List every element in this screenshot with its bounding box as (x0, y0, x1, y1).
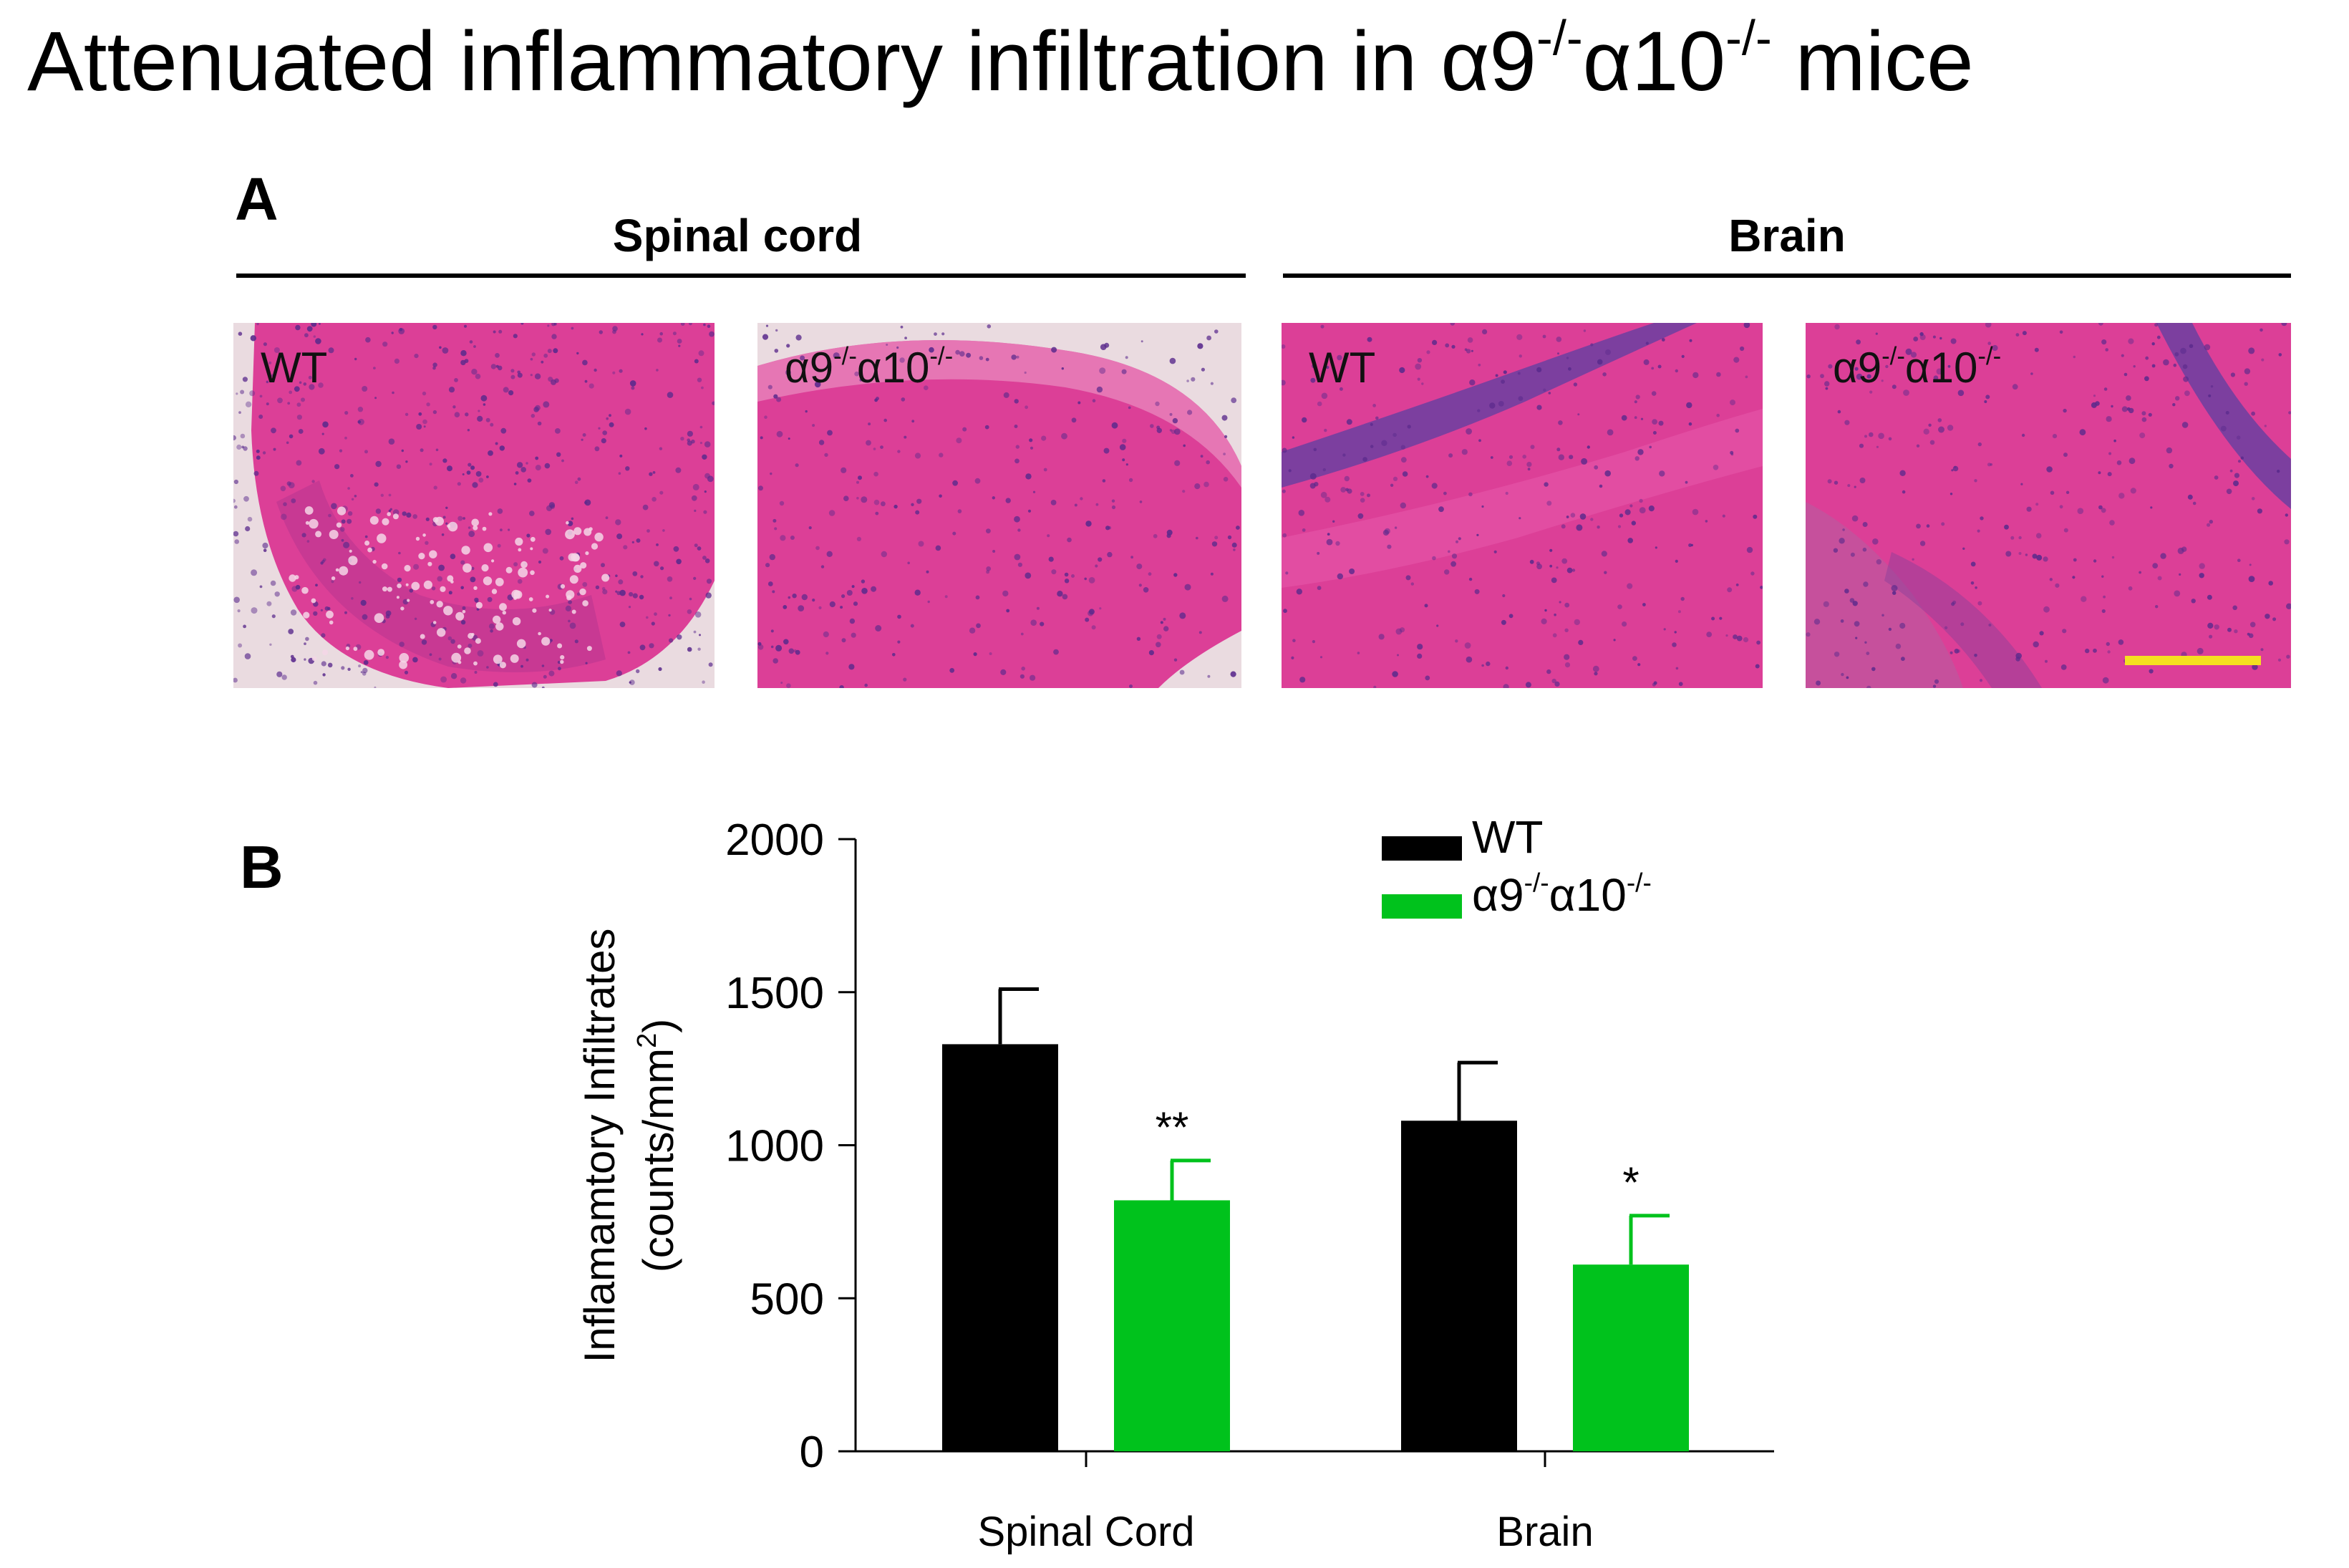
scale-bar (2125, 656, 2261, 665)
y-tick-label: 2000 (725, 816, 824, 865)
y-tick-label: 1500 (725, 969, 824, 1018)
significance-marker: ** (1156, 1103, 1189, 1151)
bar-wt-1 (1401, 1121, 1517, 1451)
panel-b-letter: B (240, 833, 284, 901)
group-label-spinal-cord: Spinal cord (612, 210, 863, 261)
micrograph-brain-wt: WT (1282, 323, 1763, 688)
group-rule-brain (1283, 274, 2291, 278)
x-category-label: Spinal Cord (977, 1509, 1194, 1555)
micrograph-label-knockout-2: α9-/-α10-/- (1833, 342, 2002, 392)
micrograph-spinal-cord-knockout-image (757, 323, 1241, 688)
micrograph-spinal-cord-wt-image (233, 323, 715, 688)
legend-label-knockout: α9-/-α10-/- (1472, 867, 1652, 921)
group-label-brain: Brain (1728, 210, 1846, 261)
panel-a-letter: A (235, 165, 279, 233)
y-tick-label: 500 (750, 1274, 824, 1324)
micrograph-label-knockout-1: α9-/-α10-/- (785, 342, 954, 392)
bar-knockout-1 (1573, 1264, 1689, 1451)
x-category-label: Brain (1496, 1509, 1593, 1555)
legend-label-wt: WT (1472, 811, 1544, 863)
legend-swatch-wt (1382, 836, 1462, 861)
figure-title: Attenuated inflammatory infiltration in … (27, 10, 1974, 109)
y-axis-label-line2: (counts/mm2) (632, 1019, 682, 1273)
y-tick-label: 1000 (725, 1122, 824, 1171)
y-axis-label-line1: Inflamamtory Infiltrates (576, 929, 624, 1363)
micrograph-spinal-cord-knockout: α9-/-α10-/- (757, 323, 1241, 688)
micrograph-brain-knockout: α9-/-α10-/- (1806, 323, 2291, 688)
group-rule-spinal-cord (236, 274, 1246, 278)
legend-swatch-knockout (1382, 894, 1462, 919)
bar-chart: 0 500 1000 1500 2000 Inflamamtory Infiltrates… (576, 816, 1774, 1555)
bar-wt-0 (942, 1044, 1058, 1451)
micrograph-brain-wt-image (1282, 323, 1763, 688)
micrograph-brain-knockout-image (1806, 323, 2291, 688)
significance-marker: * (1622, 1158, 1639, 1206)
micrograph-label-wt-1: WT (261, 344, 328, 392)
bar-knockout-0 (1114, 1200, 1230, 1451)
micrograph-label-wt-2: WT (1309, 344, 1376, 392)
y-tick-label: 0 (800, 1428, 824, 1477)
micrograph-spinal-cord-wt: WT (233, 323, 715, 688)
